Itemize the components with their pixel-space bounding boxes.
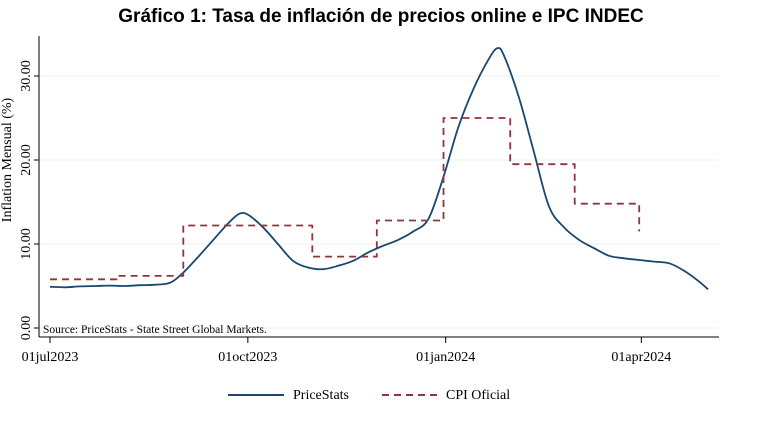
series-line-cpi-oficial [50, 117, 641, 281]
legend: PriceStats CPI Oficial [228, 388, 510, 403]
x-tick-label: 01jan2024 [416, 350, 475, 365]
x-tick-label: 01apr2024 [611, 350, 671, 365]
y-tick-label: 0.00 [19, 316, 34, 341]
series-lines [49, 47, 709, 291]
x-ticks: 01jul2023 01oct2023 01jan2024 01apr2024 [22, 337, 671, 365]
x-tick-label: 01oct2023 [218, 350, 277, 365]
legend-label-cpi-oficial: CPI Oficial [446, 388, 510, 403]
legend-label-pricestats: PriceStats [293, 388, 349, 403]
source-note: Source: PriceStats - State Street Global… [43, 324, 267, 336]
series-line-pricestats [49, 47, 709, 291]
gridlines [39, 75, 719, 329]
y-tick-label: 10.00 [19, 228, 34, 260]
chart-title: Gráfico 1: Tasa de inflación de precios … [118, 6, 644, 27]
x-axis: 01jul2023 01oct2023 01jan2024 01apr2024 [22, 336, 719, 365]
y-axis-label: Inflation Mensual (%) [0, 97, 15, 222]
y-axis: 0.00 10.00 20.00 30.00 Inflation Mensual (%… [0, 36, 40, 340]
plot-area: Source: PriceStats - State Street Global… [39, 47, 719, 336]
y-tick-label: 30.00 [19, 60, 34, 92]
x-tick-label: 01jul2023 [22, 350, 79, 365]
y-tick-label: 20.00 [19, 144, 34, 176]
y-ticks: 0.00 10.00 20.00 30.00 [19, 60, 39, 340]
